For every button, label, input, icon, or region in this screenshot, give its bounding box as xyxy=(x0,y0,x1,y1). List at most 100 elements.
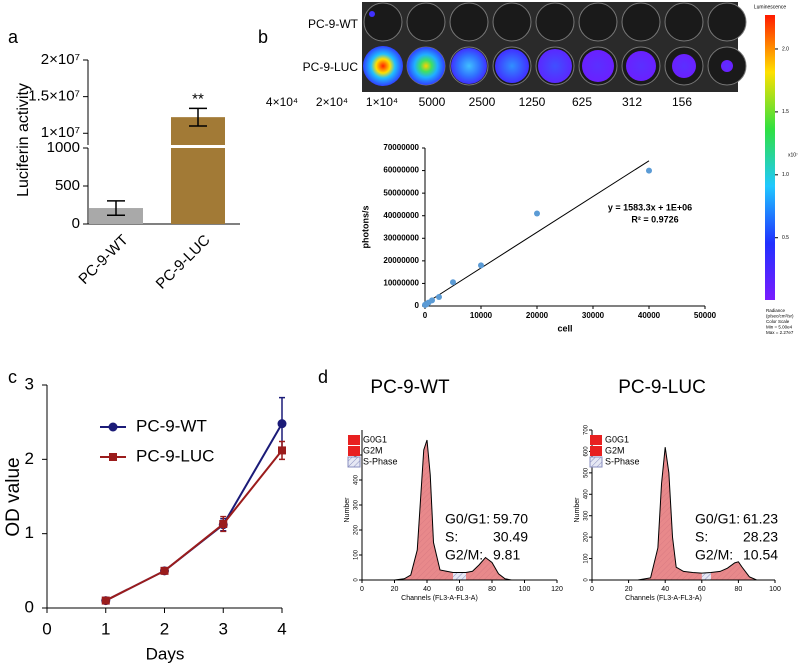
marker xyxy=(219,520,228,529)
legend-swatch xyxy=(590,446,602,456)
luminescence-spot xyxy=(451,48,487,84)
well xyxy=(406,2,446,42)
y-tick-label: 300 xyxy=(584,510,590,521)
y-tick-label: 1 xyxy=(25,523,34,542)
stat-value: 30.49 xyxy=(493,529,528,545)
y-axis-label: Number xyxy=(574,497,581,523)
stat-label: G0/G1: xyxy=(445,511,490,527)
point xyxy=(534,210,540,217)
y-tick-label: 2×10⁷ xyxy=(41,51,80,68)
y-tick-label: 0 xyxy=(415,301,420,310)
row-label: PC-9-WT xyxy=(308,17,359,31)
luminescence-spot xyxy=(369,11,375,17)
row-label: PC-9-LUC xyxy=(303,60,359,74)
legend-label: PC-9-LUC xyxy=(136,446,214,465)
stat-value: 9.81 xyxy=(493,547,520,563)
column-label: 156 xyxy=(672,95,692,109)
colorbar-footer: Radiance xyxy=(766,308,786,313)
x-axis-label: cell xyxy=(557,323,572,333)
histogram-title: PC-9-WT xyxy=(370,377,450,398)
luminescence-spot xyxy=(407,47,445,85)
legend-swatch xyxy=(590,435,602,445)
legend-swatch xyxy=(347,456,361,468)
stat-label: G2/M: xyxy=(445,547,483,563)
y-tick-label: 40000000 xyxy=(383,211,419,220)
bar xyxy=(171,148,225,224)
x-tick-label: 40 xyxy=(423,586,431,593)
colorbar-tick-label: 1.5 xyxy=(782,109,789,115)
x-tick-label: PC-9-WT xyxy=(75,232,131,288)
g0g1-fill xyxy=(637,447,702,580)
legend-swatch xyxy=(348,446,360,456)
well xyxy=(621,2,661,42)
trendline-equation: y = 1583.3x + 1E+06 xyxy=(608,202,692,212)
trendline-r2: R² = 0.9726 xyxy=(631,214,678,224)
y-tick-label: 200 xyxy=(584,531,590,542)
legend-label: G2M xyxy=(605,445,625,455)
stat-value: 61.23 xyxy=(743,511,778,527)
y-tick-label: 0 xyxy=(354,578,360,582)
stat-label: G2/M: xyxy=(695,547,733,563)
column-label: 5000 xyxy=(419,95,446,109)
x-axis-label: Channels (FL3-A-FL3-A) xyxy=(625,595,702,602)
significance: ** xyxy=(192,90,204,107)
x-tick-label: 20000 xyxy=(526,311,549,320)
y-tick-label: 1×10⁷ xyxy=(41,124,80,141)
column-label: 1×10⁴ xyxy=(366,95,398,109)
x-tick-label: 120 xyxy=(551,586,563,593)
y-tick-label: 300 xyxy=(354,499,360,510)
colorbar-tick-label: 2.0 xyxy=(782,46,789,52)
well xyxy=(664,2,704,42)
marker xyxy=(278,446,286,455)
y-tick-label: 1000 xyxy=(47,139,80,156)
y-tick-label: 10000000 xyxy=(383,279,419,288)
y-tick-label: 0 xyxy=(584,578,590,582)
colorbar-unit: x10⁷ xyxy=(788,152,798,158)
x-tick-label: 3 xyxy=(219,619,228,638)
marker xyxy=(101,596,110,605)
y-tick-label: 2 xyxy=(25,449,34,468)
x-tick-label: 60 xyxy=(456,586,464,593)
x-tick-label: 0 xyxy=(423,311,428,320)
g2m-fill xyxy=(710,561,757,580)
legend-label: S-Phase xyxy=(605,456,640,466)
g2m-fill xyxy=(466,557,512,580)
legend-label: PC-9-WT xyxy=(136,416,207,435)
column-label: 2500 xyxy=(469,95,496,109)
point xyxy=(646,167,652,174)
point xyxy=(450,279,456,286)
x-tick-label: 60 xyxy=(698,586,706,593)
panel-letter: d xyxy=(318,367,328,387)
point xyxy=(436,293,442,300)
well xyxy=(449,2,489,42)
x-tick-label: 4 xyxy=(277,619,286,638)
g0g1-fill xyxy=(394,440,453,580)
colorbar-footer: Color Scale xyxy=(766,319,790,324)
x-tick-label: 50000 xyxy=(694,311,717,320)
y-tick-label: 20000000 xyxy=(383,256,419,265)
column-label: 4×10⁴ xyxy=(266,95,298,109)
y-tick-label: 30000000 xyxy=(383,233,419,242)
bar xyxy=(89,208,143,224)
y-tick-label: 70000000 xyxy=(383,143,419,152)
stat-value: 10.54 xyxy=(743,547,778,563)
trendline xyxy=(424,160,650,305)
colorbar-tick-label: 0.5 xyxy=(782,235,789,241)
colorbar xyxy=(765,15,775,300)
x-tick-label: 2 xyxy=(160,619,169,638)
y-axis-label: Number xyxy=(344,497,351,523)
x-tick-label: 20 xyxy=(391,586,399,593)
legend-swatch xyxy=(589,456,603,468)
well xyxy=(578,2,618,42)
y-tick-label: 500 xyxy=(584,467,590,478)
well xyxy=(535,2,575,42)
luminescence-spot xyxy=(626,51,656,81)
x-tick-label: PC-9-LUC xyxy=(153,232,214,293)
histogram-curve xyxy=(637,447,757,581)
x-tick-label: 100 xyxy=(519,586,531,593)
luminescence-spot xyxy=(363,46,403,86)
panel-letter: b xyxy=(258,27,268,47)
histogram-title: PC-9-LUC xyxy=(618,377,706,398)
legend-label: G2M xyxy=(363,445,383,455)
